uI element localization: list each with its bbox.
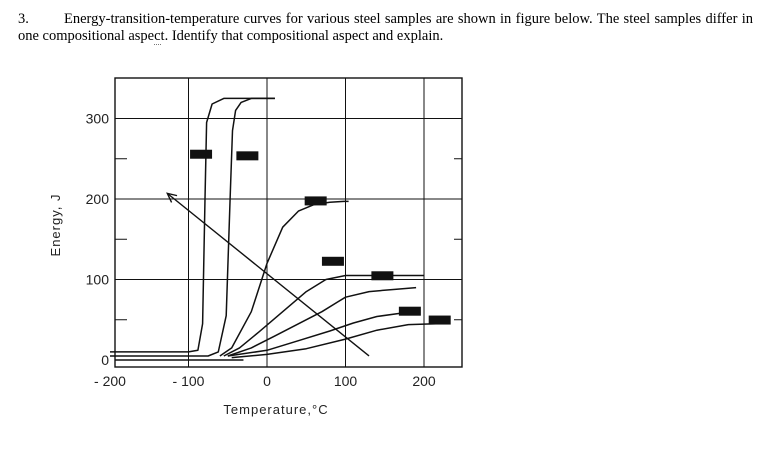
label-marker-5 (371, 271, 394, 281)
plot-frame (114, 77, 463, 368)
question-body-end: t. Identify that compositional aspect an… (160, 28, 444, 44)
question-text: 3. Energy-transition-temperature curves f… (18, 11, 753, 45)
curve-1 (110, 97, 275, 353)
curves (110, 97, 436, 359)
label-markers (190, 149, 451, 325)
curve-3 (219, 200, 349, 357)
label-marker-6 (398, 306, 421, 316)
label-marker-4 (321, 256, 344, 266)
curve-7 (231, 323, 436, 359)
label-marker-3 (304, 196, 327, 206)
grid-lines (115, 78, 462, 367)
annotation-arrow-head (166, 192, 178, 203)
plot-border (114, 77, 463, 368)
label-marker-2 (236, 151, 259, 161)
y-tick-label: 100 (86, 272, 110, 288)
label-marker-7 (428, 315, 451, 325)
x-tick-label: 0 (263, 373, 271, 389)
curve-6 (227, 310, 421, 357)
y-tick-label: 200 (86, 191, 110, 207)
label-marker-1 (190, 149, 213, 159)
question-number: 3. (18, 11, 29, 27)
tick-labels: 0 100 200 300 - 200 - 100 0 100 200 (86, 111, 436, 390)
x-tick-label: - 200 (94, 373, 126, 389)
question-body-dotted: c (154, 28, 161, 45)
question-body-start: Energy-transition-temperature curves for… (18, 11, 753, 44)
y-tick-label: 300 (86, 111, 110, 127)
x-tick-label: 200 (412, 373, 436, 389)
x-tick-label: 100 (334, 373, 358, 389)
curve-2 (110, 97, 275, 357)
curve-5 (227, 286, 417, 357)
annotation-arrow-line (166, 192, 370, 357)
x-axis-title: Temperature,°C (223, 402, 328, 417)
y-axis-title: Energy, J (48, 194, 63, 257)
x-tick-label: - 100 (173, 373, 205, 389)
y-tick-label: 0 (101, 352, 109, 368)
curve-4 (223, 274, 424, 357)
